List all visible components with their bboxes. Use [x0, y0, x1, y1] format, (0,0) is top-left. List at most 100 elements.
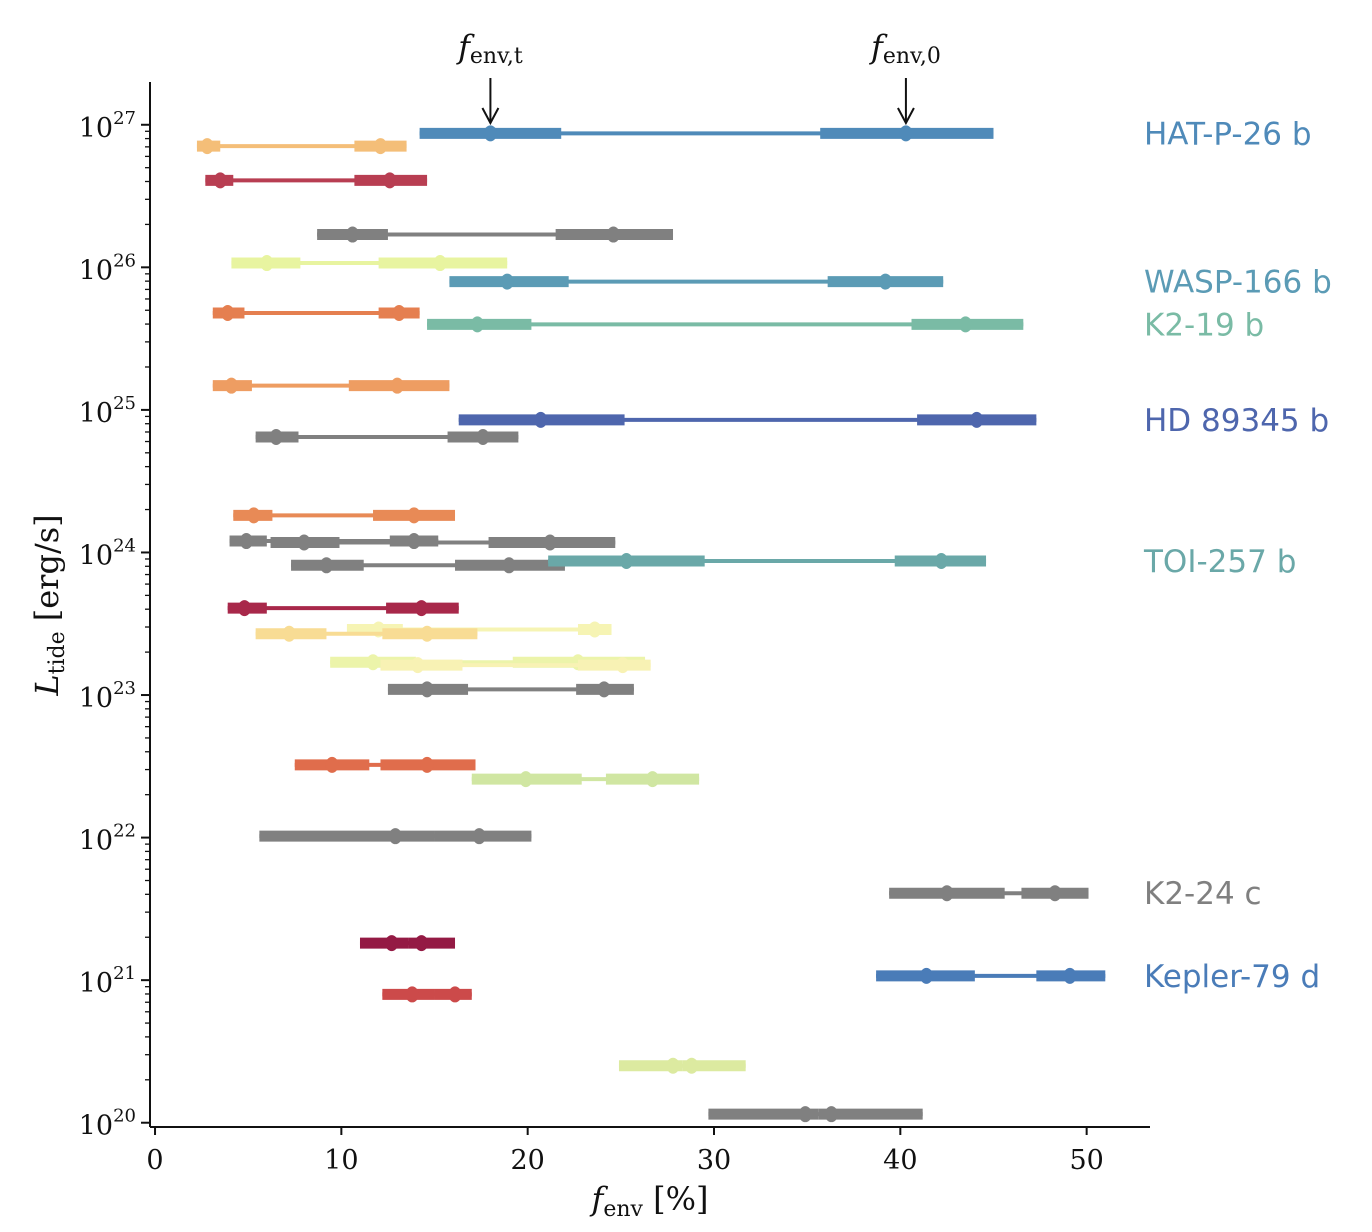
f-env-0-point: [1048, 885, 1062, 902]
x-tick-label: 0: [146, 1145, 163, 1176]
range-row: [212, 377, 450, 394]
range-row: [212, 304, 420, 321]
planet-label: K2-24 c: [1144, 876, 1262, 912]
f-env-0-point: [878, 273, 892, 290]
x-tick-label: 40: [883, 1145, 917, 1176]
f-env-0-point: [502, 557, 516, 574]
range-row: [876, 967, 1106, 984]
range-row: [419, 125, 994, 142]
range-row: [382, 986, 472, 1003]
range-row: [317, 226, 674, 243]
y-tick-label: 1021: [79, 963, 136, 999]
x-axis-label: fenv [%]: [589, 1180, 708, 1222]
annotations: fenv,t fenv,0: [456, 28, 941, 126]
f-env-t-point: [319, 557, 333, 574]
f-env-t-point: [366, 654, 380, 671]
range-row: [196, 138, 407, 155]
f-env-t-point: [470, 316, 484, 333]
f-env-t-point: [483, 125, 497, 142]
planet-labels: HAT-P-26 b WASP-166 b K2-19 b HD 89345 b TOI…: [1143, 116, 1332, 995]
f-env-0-point: [414, 600, 428, 617]
data-marks: [196, 125, 1106, 1123]
f-env-t-point: [798, 1106, 812, 1123]
range-row: [427, 316, 1024, 333]
f-env-0-point: [383, 172, 397, 189]
x-tick-label: 20: [510, 1145, 544, 1176]
f-env-t-point: [346, 226, 360, 243]
f-env-0-point: [414, 935, 428, 952]
range-row: [233, 507, 456, 524]
f-env-0-point: [420, 625, 434, 642]
f-env-t-point: [237, 600, 251, 617]
y-tick-label: 1027: [79, 108, 136, 144]
range-row: [291, 557, 565, 574]
arrow-head-icon: [897, 107, 915, 126]
y-tick-label: 1020: [79, 1106, 136, 1142]
f-env-t-point: [420, 681, 434, 698]
f-env-t-point: [940, 885, 954, 902]
range-row: [387, 681, 634, 698]
f-env-t-point: [260, 255, 274, 272]
f-env-0-point: [407, 507, 421, 524]
range-row: [270, 534, 616, 551]
f-env-0-point: [1063, 967, 1077, 984]
planet-label: TOI-257 b: [1143, 544, 1296, 580]
f-env-0-point: [472, 828, 486, 845]
f-env-0-point: [373, 138, 387, 155]
f-env-0-point: [646, 771, 660, 788]
f-env-t-point: [405, 986, 419, 1003]
f-env-t-point: [519, 771, 533, 788]
f-env-t-point: [411, 657, 425, 674]
range-row: [380, 657, 651, 674]
f-env-0-point: [970, 411, 984, 428]
annotation-label: fenv,0: [869, 28, 941, 69]
range-row: [205, 172, 428, 189]
f-env-0-point: [433, 255, 447, 272]
y-tick-label: 1025: [79, 393, 136, 429]
x-tick-label: 10: [324, 1145, 358, 1176]
f-env-t-point: [666, 1057, 680, 1074]
f-env-t-point: [388, 828, 402, 845]
f-env-t-point: [919, 967, 933, 984]
f-env-t-point: [239, 533, 253, 550]
f-env-t-point: [325, 756, 339, 773]
range-row: [255, 428, 519, 445]
y-axis-label: Ltide [erg/s]: [28, 514, 70, 696]
f-env-t-point: [200, 138, 214, 155]
x-tick-label: 30: [697, 1145, 731, 1176]
planet-label: K2-19 b: [1144, 307, 1264, 343]
f-env-0-point: [448, 986, 462, 1003]
f-env-t-point: [619, 553, 633, 570]
f-env-0-point: [543, 534, 557, 551]
axes: [149, 82, 1150, 1128]
y-tick-label: 1024: [79, 535, 136, 571]
range-row: [359, 935, 456, 952]
f-env-0-point: [899, 125, 913, 142]
f-env-t-point: [534, 411, 548, 428]
f-env-t-point: [385, 935, 399, 952]
annotation-label: fenv,t: [456, 28, 523, 69]
planet-label: Kepler-79 d: [1144, 959, 1320, 995]
range-row: [259, 828, 532, 845]
f-env-0-point: [606, 226, 620, 243]
f-env-t-point: [224, 377, 238, 394]
f-env-0-point: [616, 657, 630, 674]
range-row: [255, 625, 478, 642]
range-row: [231, 255, 508, 272]
range-row: [889, 885, 1089, 902]
f-env-t-point: [269, 428, 283, 445]
range-row: [618, 1057, 746, 1074]
range-row: [708, 1106, 923, 1123]
range-row: [449, 273, 944, 290]
y-tick-label: 1026: [79, 250, 136, 286]
f-env-0-point: [685, 1057, 699, 1074]
f-env-0-point: [959, 316, 973, 333]
f-env-0-point: [420, 756, 434, 773]
f-env-0-point: [934, 553, 948, 570]
y-tick-label: 1023: [79, 678, 136, 714]
f-env-t-point: [282, 625, 296, 642]
arrow-head-icon: [481, 107, 500, 126]
f-env-t-point: [221, 304, 235, 321]
f-env-t-point: [297, 534, 311, 551]
planet-label: WASP-166 b: [1144, 265, 1332, 301]
